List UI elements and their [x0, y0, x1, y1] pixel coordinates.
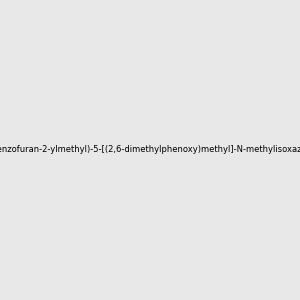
Text: N-(2,3-dihydro-1-benzofuran-2-ylmethyl)-5-[(2,6-dimethylphenoxy)methyl]-N-methyl: N-(2,3-dihydro-1-benzofuran-2-ylmethyl)-…: [0, 146, 300, 154]
